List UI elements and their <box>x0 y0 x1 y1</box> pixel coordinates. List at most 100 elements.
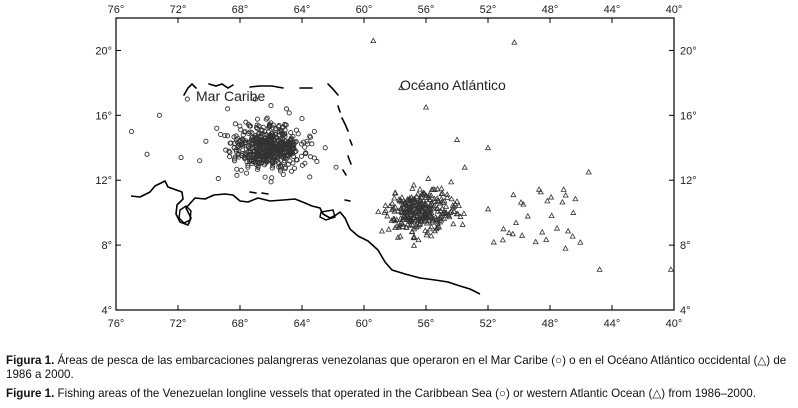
fishing-point-atlantic <box>448 195 455 202</box>
fishing-point-atlantic <box>422 103 430 110</box>
left-lat-ticks: 20° 16° 12° 8° 4° <box>95 45 121 317</box>
fishing-point-atlantic <box>438 195 445 202</box>
fishing-point-atlantic <box>543 236 550 242</box>
lon-label-top: 44° <box>604 4 621 16</box>
map-canvas: 76° 72° 68° 64° 60° 56° 52° 48° 44° 40° 76° 72° 68°… <box>95 4 696 330</box>
fishing-point-atlantic <box>490 238 497 245</box>
fishing-point-atlantic <box>423 192 430 198</box>
lon-label-top: 40° <box>666 4 683 16</box>
caption-spanish: Figura 1. Áreas de pesca de las embarcac… <box>6 354 792 382</box>
fishing-point-caribbean <box>268 137 275 143</box>
fishing-point-atlantic <box>391 215 398 222</box>
fishing-point-caribbean <box>286 110 292 116</box>
fishing-point-atlantic <box>418 199 425 206</box>
fishing-point-caribbean <box>251 153 257 159</box>
fishing-point-caribbean <box>311 155 317 161</box>
lat-label-right: 8° <box>680 240 691 252</box>
fishing-point-atlantic <box>416 185 424 192</box>
fishing-point-caribbean <box>269 165 275 171</box>
fishing-point-caribbean <box>234 166 240 172</box>
fishing-point-atlantic <box>398 208 405 215</box>
fishing-point-caribbean <box>288 168 295 174</box>
fishing-point-atlantic <box>430 215 437 222</box>
lat-label-left: 8° <box>101 240 112 252</box>
fishing-point-caribbean <box>242 156 248 162</box>
fishing-point-atlantic <box>433 215 440 222</box>
fishing-point-caribbean <box>282 127 288 133</box>
lon-label-top: 72° <box>170 4 187 16</box>
fishing-point-atlantic <box>427 205 434 211</box>
fishing-point-atlantic <box>385 226 392 232</box>
lon-label-bottom: 40° <box>666 318 683 330</box>
fishing-point-atlantic <box>430 185 437 192</box>
fishing-point-atlantic <box>428 232 435 239</box>
fishing-point-caribbean <box>274 154 280 160</box>
fishing-point-caribbean <box>272 132 278 138</box>
fishing-point-atlantic <box>451 200 459 207</box>
fishing-point-atlantic <box>389 200 396 206</box>
fishing-point-atlantic <box>413 223 420 230</box>
fishing-point-atlantic <box>439 190 446 196</box>
fishing-point-atlantic <box>509 230 516 237</box>
fishing-point-caribbean <box>269 160 275 166</box>
fishing-point-atlantic <box>413 193 420 199</box>
fishing-point-atlantic <box>455 202 462 209</box>
fishing-point-caribbean <box>270 125 276 131</box>
label-mar-caribe: Mar Caribe <box>196 88 265 104</box>
fishing-point-caribbean <box>269 175 275 181</box>
fishing-point-atlantic <box>453 136 461 142</box>
fishing-point-caribbean <box>303 150 309 156</box>
fishing-point-atlantic <box>459 221 466 227</box>
fishing-point-atlantic <box>511 39 518 45</box>
fishing-point-atlantic <box>406 194 413 201</box>
fishing-point-caribbean <box>238 167 244 173</box>
fishing-point-atlantic <box>553 225 561 231</box>
fishing-point-atlantic <box>429 205 436 212</box>
fishing-point-caribbean <box>266 122 273 128</box>
fishing-point-atlantic <box>428 209 435 216</box>
fishing-point-caribbean <box>259 138 265 144</box>
fishing-point-atlantic <box>426 225 434 232</box>
fishing-point-caribbean <box>197 158 203 164</box>
fishing-point-atlantic <box>398 219 405 226</box>
fishing-point-atlantic <box>510 191 517 198</box>
fishing-point-atlantic <box>449 202 456 208</box>
fishing-point-caribbean <box>244 170 250 176</box>
lat-label-left: 4° <box>101 305 112 317</box>
fishing-point-atlantic <box>431 202 438 209</box>
fishing-point-caribbean <box>302 144 308 150</box>
fishing-point-atlantic <box>500 225 507 232</box>
fishing-point-atlantic <box>407 200 414 206</box>
fishing-point-caribbean <box>238 127 244 133</box>
fishing-point-atlantic <box>375 208 382 214</box>
lat-label-left: 20° <box>95 45 112 57</box>
caption-es-label: Figura 1. <box>6 354 55 367</box>
fishing-point-caribbean <box>322 145 328 151</box>
lon-label-top: 60° <box>356 4 373 16</box>
lon-label-bottom: 64° <box>294 318 311 330</box>
fishing-point-atlantic <box>410 242 418 248</box>
fishing-point-atlantic <box>448 178 455 185</box>
fishing-point-atlantic <box>577 239 584 245</box>
lat-label-right: 4° <box>680 305 691 317</box>
fishing-point-caribbean <box>270 147 276 153</box>
fishing-point-caribbean <box>265 147 271 153</box>
fishing-point-atlantic <box>434 195 441 201</box>
fishing-point-caribbean <box>255 147 261 153</box>
fishing-point-caribbean <box>232 154 238 160</box>
fishing-point-caribbean <box>234 172 240 178</box>
fishing-point-atlantic <box>397 232 404 239</box>
fishing-point-atlantic <box>535 186 543 192</box>
fishing-point-atlantic <box>394 234 402 240</box>
fishing-point-atlantic <box>438 190 445 197</box>
fishing-point-atlantic <box>667 266 674 272</box>
fishing-point-atlantic <box>570 209 577 215</box>
fishing-point-caribbean <box>282 166 288 172</box>
fishing-point-caribbean <box>304 138 310 144</box>
lon-label-bottom: 52° <box>480 318 497 330</box>
fishing-point-caribbean <box>276 145 282 151</box>
fishing-point-caribbean <box>251 141 257 147</box>
fishing-point-atlantic <box>539 228 546 235</box>
fishing-point-caribbean <box>281 160 287 166</box>
lon-label-bottom: 76° <box>108 318 125 330</box>
